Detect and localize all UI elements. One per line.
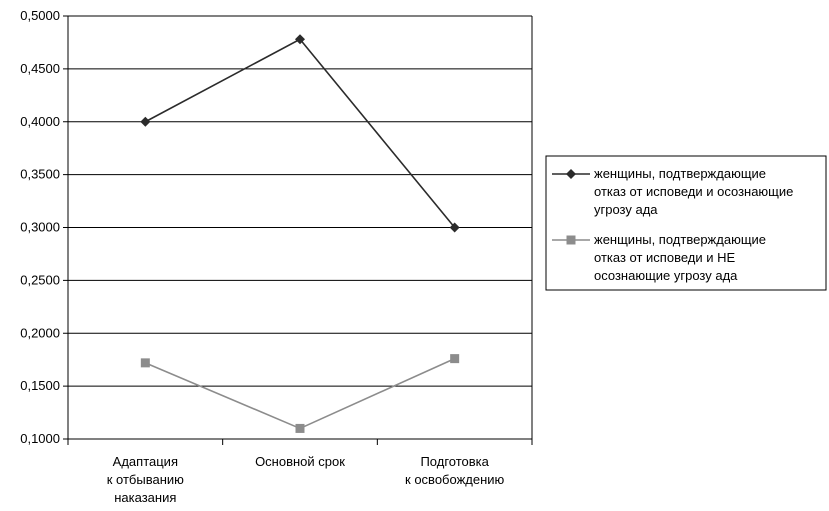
legend-box	[545, 155, 827, 291]
data-point	[295, 34, 305, 45]
data-point	[449, 222, 460, 233]
y-tick-label: 0,2000	[20, 325, 60, 340]
y-tick-label: 0,4500	[20, 61, 60, 76]
data-point	[450, 354, 460, 364]
y-tick-label: 0,4000	[20, 114, 60, 129]
legend-marker	[566, 169, 576, 179]
y-tick-label: 0,2500	[20, 272, 60, 287]
y-tick-label: 0,3000	[20, 220, 60, 235]
x-category-label: Подготовка	[420, 454, 489, 469]
x-category-label: к отбыванию	[107, 472, 184, 487]
data-point	[295, 423, 305, 433]
legend-marker	[566, 235, 576, 245]
x-category-label: Адаптация	[113, 454, 178, 469]
legend-label: угрозу ада	[594, 202, 658, 217]
series-line	[145, 357, 455, 430]
series-line	[144, 38, 456, 229]
y-tick-label: 0,5000	[20, 8, 60, 23]
x-category-label: Основной срок	[255, 454, 345, 469]
x-category-label: наказания	[114, 490, 176, 505]
y-tick-label: 0,1000	[20, 431, 60, 446]
legend-label: отказ от исповеди и НЕ	[594, 250, 735, 265]
y-tick-label: 0,1500	[20, 378, 60, 393]
legend-label: отказ от исповеди и осознающие	[594, 184, 793, 199]
data-point	[140, 116, 151, 127]
legend-label: женщины, подтверждающие	[594, 232, 766, 247]
x-category-label: к освобождению	[405, 472, 505, 487]
data-point	[140, 358, 150, 368]
legend-label: женщины, подтверждающие	[594, 166, 766, 181]
legend-label: осознающие угрозу ада	[594, 268, 738, 283]
y-tick-label: 0,3500	[20, 167, 60, 182]
